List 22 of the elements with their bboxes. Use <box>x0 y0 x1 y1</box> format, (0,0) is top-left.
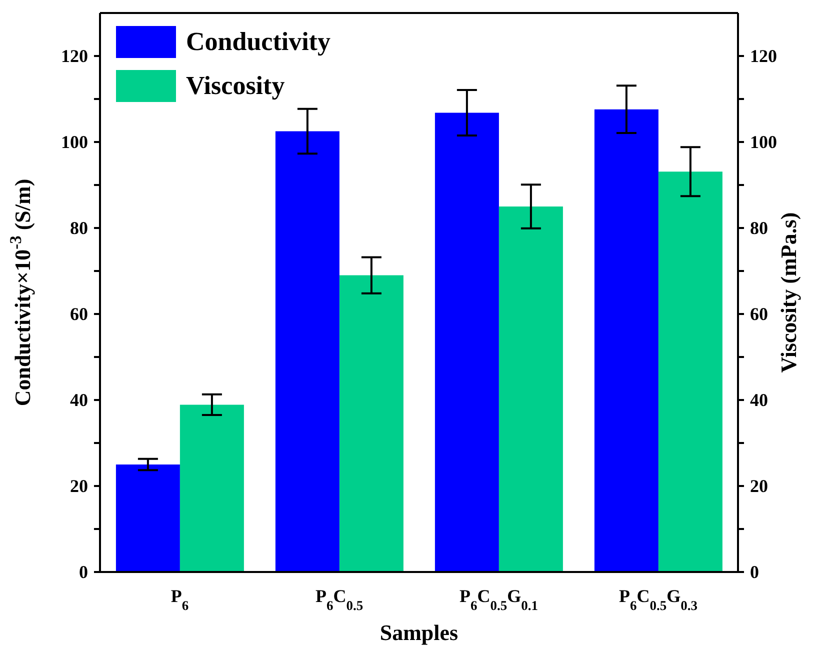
y-tick-label: 20 <box>70 476 88 496</box>
y2-tick-label: 20 <box>750 476 768 496</box>
y2-tick-label: 60 <box>750 304 768 324</box>
legend-label: Viscosity <box>186 71 285 101</box>
x-tick-label: P$_{6}$C$_{0.5}$ <box>315 586 364 612</box>
y-tick-label: 40 <box>70 390 88 410</box>
x-tick-label: P$_{6}$C$_{0.5}$G$_{0.3}$ <box>618 586 698 612</box>
y-tick-label: 120 <box>61 46 88 66</box>
y2-axis-title: Viscosity (mPa.s) <box>776 212 801 373</box>
y-tick-label: 60 <box>70 304 88 324</box>
y2-tick-label: 40 <box>750 390 768 410</box>
x-tick-label: P$_{6}$ <box>170 586 189 612</box>
y2-tick-label: 100 <box>750 132 777 152</box>
y-tick-label: 80 <box>70 218 88 238</box>
y-tick-label: 100 <box>61 132 88 152</box>
y2-tick-label: 80 <box>750 218 768 238</box>
legend-label: Conductivity <box>186 27 330 57</box>
y2-tick-label: 0 <box>750 562 759 582</box>
y2-tick-label: 120 <box>750 46 777 66</box>
x-axis-title: Samples <box>380 620 459 645</box>
x-tick-label: P$_{6}$C$_{0.5}$G$_{0.1}$ <box>459 586 538 612</box>
y-tick-label: 0 <box>79 562 88 582</box>
